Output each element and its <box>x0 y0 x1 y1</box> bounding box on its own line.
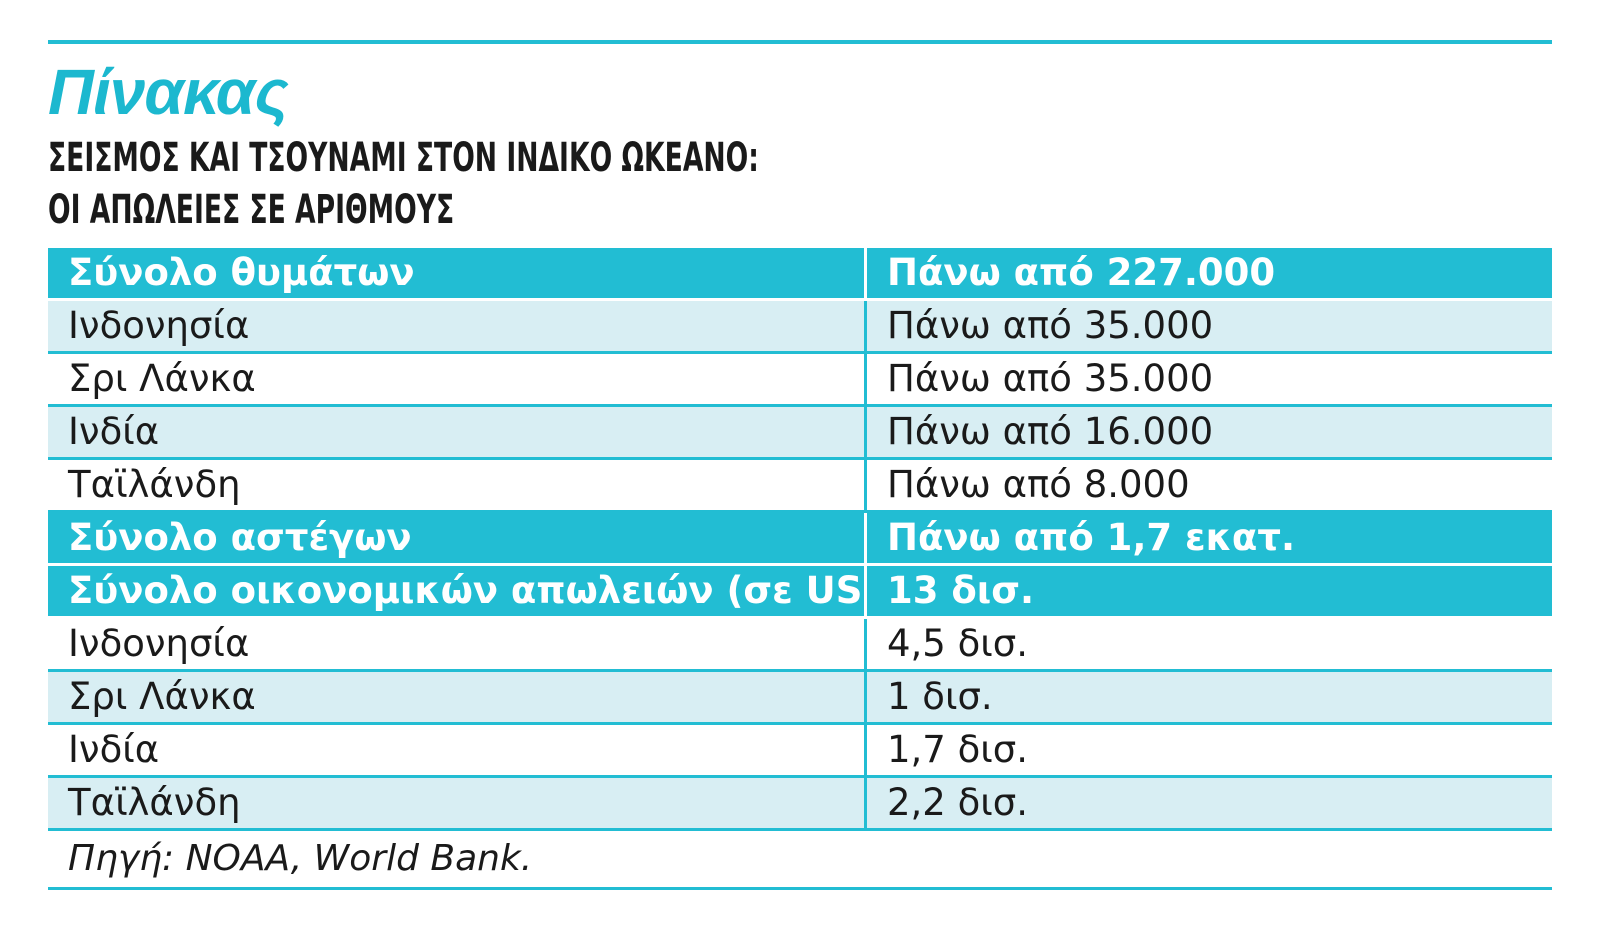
row-label: Ινδονησία <box>48 617 867 672</box>
row-value: 4,5 δισ. <box>865 617 1552 672</box>
headline-line-2: ΟΙ ΑΠΩΛΕΙΕΣ ΣΕ ΑΡΙΘΜΟΥΣ <box>48 187 455 233</box>
row-value: 2,2 δισ. <box>865 776 1552 831</box>
row-label: Σρι Λάνκα <box>48 670 867 725</box>
table-row: Ινδία 1,7 δισ. <box>48 723 1552 778</box>
section-label: Πίνακας <box>48 56 289 128</box>
top-rule <box>48 40 1552 44</box>
row-label: Ινδία <box>48 405 867 460</box>
row-label: Σύνολο οικονομικών απωλειών (σε USD) <box>48 564 867 619</box>
row-value: Πάνω από 227.000 <box>865 248 1552 301</box>
row-value: Πάνω από 35.000 <box>865 299 1552 354</box>
row-value: Πάνω από 8.000 <box>865 458 1552 513</box>
table-row: Ινδονησία 4,5 δισ. <box>48 617 1552 672</box>
source-note: Πηγή: NOAA, World Bank. <box>48 831 1552 890</box>
row-value: Πάνω από 16.000 <box>865 405 1552 460</box>
table-row: Ινδονησία Πάνω από 35.000 <box>48 299 1552 354</box>
table-row: Σύνολο αστέγων Πάνω από 1,7 εκατ. <box>48 511 1552 566</box>
row-label: Σρι Λάνκα <box>48 352 867 407</box>
table-row: Ταϊλάνδη 2,2 δισ. <box>48 776 1552 831</box>
headline: ΣΕΙΣΜΟΣ ΚΑΙ ΤΣΟΥΝΑΜΙ ΣΤΟΝ ΙΝΔΙΚΟ ΩΚΕΑΝΟ:… <box>48 132 1552 236</box>
headline-line-1: ΣΕΙΣΜΟΣ ΚΑΙ ΤΣΟΥΝΑΜΙ ΣΤΟΝ ΙΝΔΙΚΟ ΩΚΕΑΝΟ: <box>48 135 759 181</box>
table-row: Ινδία Πάνω από 16.000 <box>48 405 1552 460</box>
table-row: Ταϊλάνδη Πάνω από 8.000 <box>48 458 1552 513</box>
row-label: Ινδία <box>48 723 867 778</box>
table-row: Σρι Λάνκα Πάνω από 35.000 <box>48 352 1552 407</box>
row-value: Πάνω από 1,7 εκατ. <box>865 511 1552 566</box>
infobox: Πίνακας ΣΕΙΣΜΟΣ ΚΑΙ ΤΣΟΥΝΑΜΙ ΣΤΟΝ ΙΝΔΙΚΟ… <box>48 40 1552 890</box>
row-label: Σύνολο αστέγων <box>48 511 867 566</box>
row-label: Ταϊλάνδη <box>48 776 867 831</box>
table-row: Σύνολο θυμάτων Πάνω από 227.000 <box>48 248 1552 301</box>
table-row: Σύνολο οικονομικών απωλειών (σε USD) 13 … <box>48 564 1552 619</box>
row-label: Ταϊλάνδη <box>48 458 867 513</box>
row-value: 1 δισ. <box>865 670 1552 725</box>
row-value: 1,7 δισ. <box>865 723 1552 778</box>
row-value: Πάνω από 35.000 <box>865 352 1552 407</box>
table-row: Σρι Λάνκα 1 δισ. <box>48 670 1552 725</box>
losses-table: Σύνολο θυμάτων Πάνω από 227.000 Ινδονησί… <box>48 248 1552 831</box>
row-value: 13 δισ. <box>865 564 1552 619</box>
row-label: Ινδονησία <box>48 299 867 354</box>
row-label: Σύνολο θυμάτων <box>48 248 867 301</box>
